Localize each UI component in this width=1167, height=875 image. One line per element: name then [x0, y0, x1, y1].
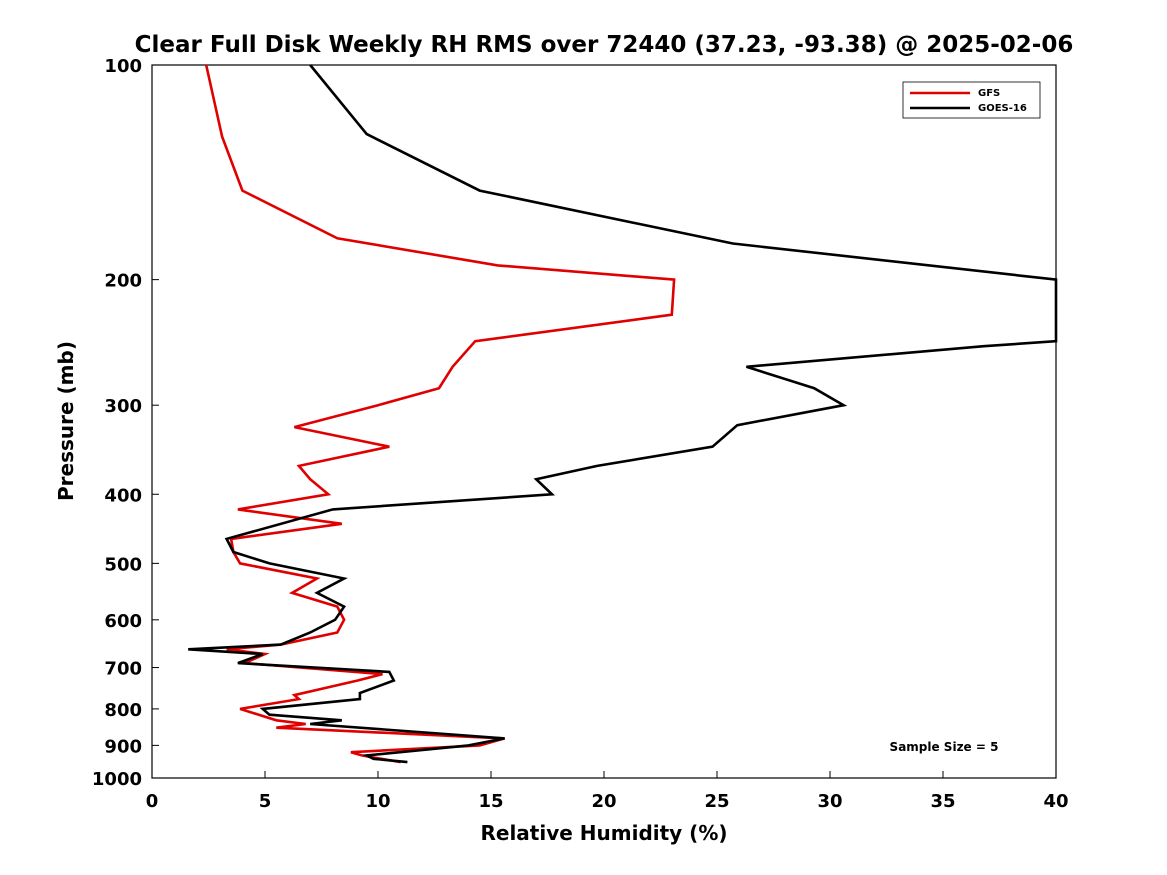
x-tick-label: 35 [930, 791, 955, 812]
x-tick-label: 40 [1043, 791, 1068, 812]
y-tick-label: 200 [104, 271, 142, 292]
legend: GFS GOES-16 [902, 81, 1041, 119]
y-tick-label: 100 [104, 56, 142, 77]
x-tick-label: 0 [146, 791, 159, 812]
x-tick-label: 15 [478, 791, 503, 812]
legend-label-goes16: GOES-16 [978, 103, 1027, 114]
x-tick-label: 25 [704, 791, 729, 812]
legend-box [902, 81, 1041, 119]
y-tick-label: 600 [104, 611, 142, 632]
y-tick-label: 700 [104, 659, 142, 680]
y-tick-label: 900 [104, 736, 142, 757]
y-axis-label: Pressure (mb) [54, 341, 78, 501]
series-layer [188, 64, 1058, 764]
series-line-gfs [204, 64, 676, 764]
x-tick-label: 20 [591, 791, 616, 812]
sample-size-annotation: Sample Size = 5 [890, 740, 999, 754]
x-axis-label: Relative Humidity (%) [480, 821, 727, 845]
x-tick-label: 10 [365, 791, 390, 812]
y-tick-label: 500 [104, 554, 142, 575]
y-axis: 100 200 300 400 500 600 700 800 900 1000 [92, 56, 159, 790]
legend-label-gfs: GFS [978, 88, 1000, 99]
y-tick-label: 800 [104, 700, 142, 721]
y-tick-label: 300 [104, 396, 142, 417]
chart-title: Clear Full Disk Weekly RH RMS over 72440… [135, 32, 1074, 58]
x-tick-label: 5 [259, 791, 272, 812]
x-tick-label: 30 [817, 791, 842, 812]
y-tick-label: 400 [104, 485, 142, 506]
x-axis: 0 5 10 15 20 25 30 35 40 [146, 771, 1069, 812]
series-line-goes16 [188, 64, 1058, 764]
plot-frame [151, 64, 1057, 779]
y-tick-label: 1000 [92, 769, 142, 790]
